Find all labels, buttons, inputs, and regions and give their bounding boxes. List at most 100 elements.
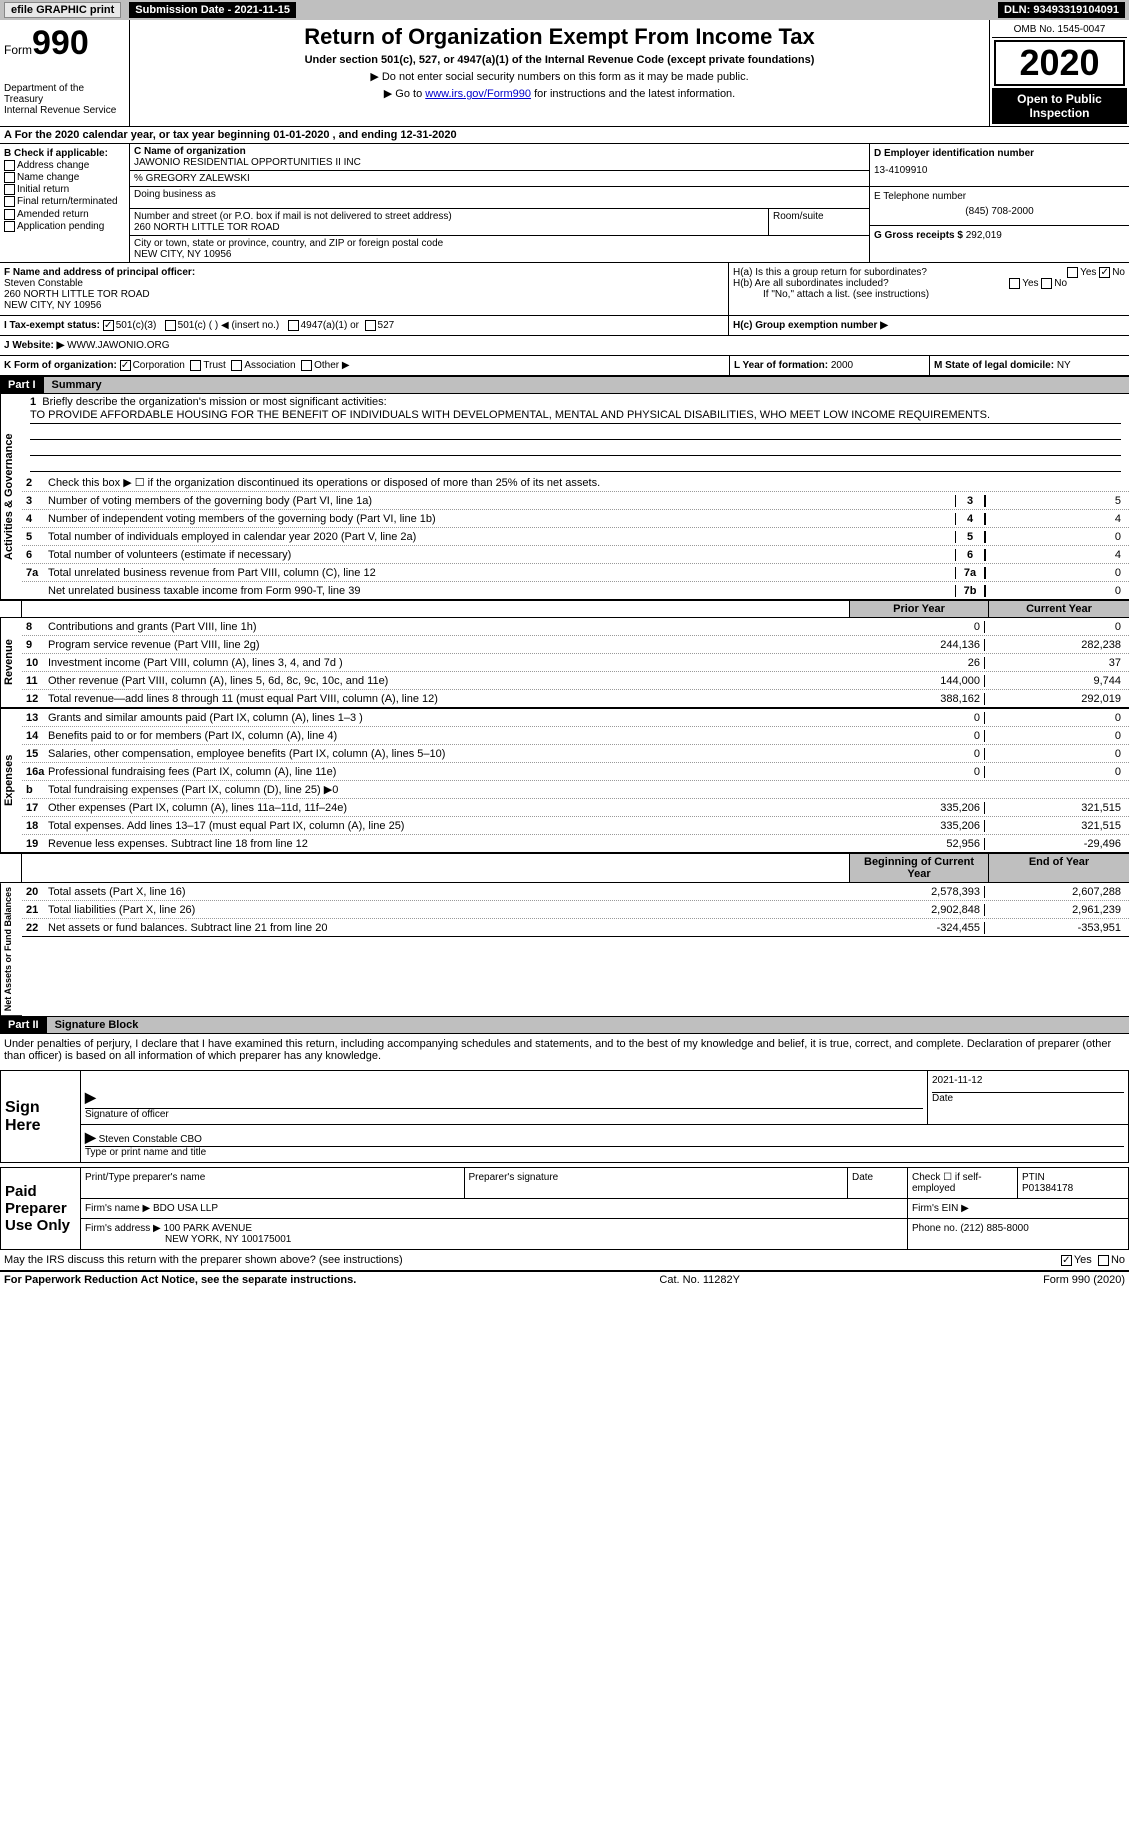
efile-button[interactable]: efile GRAPHIC print (4, 2, 121, 18)
part1-label: Part I (0, 377, 44, 393)
vlabel-rev: Revenue (0, 618, 22, 708)
cb-4947[interactable] (288, 320, 299, 331)
paperwork-notice: For Paperwork Reduction Act Notice, see … (4, 1274, 356, 1286)
ha-no[interactable] (1099, 267, 1110, 278)
cb-initial-return[interactable]: Initial return (4, 184, 125, 195)
h-b: H(b) Are all subordinates included? Yes … (733, 278, 1125, 289)
hb-no[interactable] (1041, 278, 1052, 289)
line-4: 4Number of independent voting members of… (22, 510, 1129, 528)
department: Department of the Treasury Internal Reve… (4, 83, 125, 116)
cb-final-return[interactable]: Final return/terminated (4, 196, 125, 207)
discuss-yes[interactable] (1061, 1255, 1072, 1266)
sig-date: 2021-11-12 (932, 1075, 1124, 1086)
self-employed: Check ☐ if self-employed (908, 1168, 1018, 1198)
block-c: C Name of organization JAWONIO RESIDENTI… (130, 144, 869, 262)
sign-here-label: Sign Here (1, 1071, 81, 1162)
phone-row: E Telephone number (845) 708-2000 (870, 187, 1129, 226)
line-b: bTotal fundraising expenses (Part IX, co… (22, 781, 1129, 799)
paid-preparer-label: Paid Preparer Use Only (1, 1168, 81, 1249)
cb-trust[interactable] (190, 360, 201, 371)
discuss-row: May the IRS discuss this return with the… (0, 1250, 1129, 1271)
cb-application-pending[interactable]: Application pending (4, 221, 125, 232)
part2-title: Signature Block (47, 1017, 1129, 1033)
cb-501c[interactable] (165, 320, 176, 331)
vlabel-gov: Activities & Governance (0, 394, 22, 600)
phone: (845) 708-2000 (874, 202, 1125, 221)
block-h: H(a) Is this a group return for subordin… (729, 263, 1129, 315)
ha-yes[interactable] (1067, 267, 1078, 278)
line-10: 10Investment income (Part VIII, column (… (22, 654, 1129, 672)
line-9: 9Program service revenue (Part VIII, lin… (22, 636, 1129, 654)
arrow-icon: ▶ (85, 1129, 96, 1145)
period-row: A For the 2020 calendar year, or tax yea… (0, 127, 1129, 144)
line-20: 20Total assets (Part X, line 16) 2,578,3… (22, 883, 1129, 901)
line-18: 18Total expenses. Add lines 13–17 (must … (22, 817, 1129, 835)
cb-501c3[interactable] (103, 320, 114, 331)
mission-section: 1 Briefly describe the organization's mi… (22, 394, 1129, 474)
note-link: ▶ Go to www.irs.gov/Form990 for instruct… (134, 87, 985, 100)
discuss-no[interactable] (1098, 1255, 1109, 1266)
line-16a: 16aProfessional fundraising fees (Part I… (22, 763, 1129, 781)
line-17: 17Other expenses (Part IX, column (A), l… (22, 799, 1129, 817)
footer: For Paperwork Reduction Act Notice, see … (0, 1271, 1129, 1288)
block-l: L Year of formation: 2000 (729, 356, 929, 375)
block-j: J Website: ▶ WWW.JAWONIO.ORG (0, 336, 1129, 356)
hb-yes[interactable] (1009, 278, 1020, 289)
note-ssn: ▶ Do not enter social security numbers o… (134, 70, 985, 83)
prep-date: Date (848, 1168, 908, 1198)
line-15: 15Salaries, other compensation, employee… (22, 745, 1129, 763)
revenue: Revenue 8Contributions and grants (Part … (0, 618, 1129, 708)
activities-governance: Activities & Governance 1 Briefly descri… (0, 394, 1129, 600)
room-suite: Room/suite (769, 209, 869, 236)
cb-address-change[interactable]: Address change (4, 160, 125, 171)
irs-link[interactable]: www.irs.gov/Form990 (425, 88, 531, 100)
part2-label: Part II (0, 1017, 47, 1033)
block-f-h: F Name and address of principal officer:… (0, 263, 1129, 316)
org-name-row: C Name of organization JAWONIO RESIDENTI… (130, 144, 869, 171)
tax-year: 2020 (994, 40, 1125, 86)
part1-header: Part I Summary (0, 376, 1129, 394)
rev-header: Prior Year Current Year (0, 600, 1129, 618)
print-preparer-name: Print/Type preparer's name (81, 1168, 465, 1198)
line-11: 11Other revenue (Part VIII, column (A), … (22, 672, 1129, 690)
cb-527[interactable] (365, 320, 376, 331)
block-b: B Check if applicable: Address change Na… (0, 144, 130, 262)
form-ref: Form 990 (2020) (1043, 1274, 1125, 1286)
ein-row: D Employer identification number 13-4109… (870, 144, 1129, 187)
block-k-l-m: K Form of organization: Corporation Trus… (0, 356, 1129, 376)
open-public: Open to Public Inspection (992, 88, 1127, 124)
officer-addr2: NEW CITY, NY 10956 (4, 300, 724, 311)
cb-assoc[interactable] (231, 360, 242, 371)
line-13: 13Grants and similar amounts paid (Part … (22, 709, 1129, 727)
ptin: PTINP01384178 (1018, 1168, 1128, 1198)
ein: 13-4109910 (874, 159, 1125, 182)
cb-other[interactable] (301, 360, 312, 371)
firm-name: Firm's name ▶ BDO USA LLP (81, 1199, 908, 1218)
expenses: Expenses 13Grants and similar amounts pa… (0, 708, 1129, 853)
preparer-signature: Preparer's signature (465, 1168, 849, 1198)
block-k: K Form of organization: Corporation Trus… (0, 356, 729, 375)
h-a: H(a) Is this a group return for subordin… (733, 267, 1125, 278)
top-bar: efile GRAPHIC print Submission Date - 20… (0, 0, 1129, 20)
dln: DLN: 93493319104091 (998, 2, 1125, 18)
submission-date: Submission Date - 2021-11-15 (129, 2, 296, 18)
cb-amended-return[interactable]: Amended return (4, 209, 125, 220)
line-3: 3Number of voting members of the governi… (22, 492, 1129, 510)
block-f: F Name and address of principal officer:… (0, 263, 729, 315)
cb-corp[interactable] (120, 360, 131, 371)
gross-receipts: G Gross receipts $ 292,019 (870, 226, 1129, 245)
line-19: 19Revenue less expenses. Subtract line 1… (22, 835, 1129, 853)
org-name: JAWONIO RESIDENTIAL OPPORTUNITIES II INC (134, 157, 865, 168)
net-header: Beginning of Current Year End of Year (0, 853, 1129, 883)
block-d: D Employer identification number 13-4109… (869, 144, 1129, 262)
line-21: 21Total liabilities (Part X, line 26) 2,… (22, 901, 1129, 919)
declaration: Under penalties of perjury, I declare th… (0, 1034, 1129, 1066)
paid-preparer: Paid Preparer Use Only Print/Type prepar… (0, 1167, 1129, 1250)
form-title: Return of Organization Exempt From Incom… (134, 24, 985, 50)
block-i-hc: I Tax-exempt status: 501(c)(3) 501(c) ( … (0, 316, 1129, 336)
cb-name-change[interactable]: Name change (4, 172, 125, 183)
part1-title: Summary (44, 377, 1129, 393)
mission-text: TO PROVIDE AFFORDABLE HOUSING FOR THE BE… (30, 408, 1121, 424)
omb-number: OMB No. 1545-0047 (992, 22, 1127, 38)
h-c: H(c) Group exemption number ▶ (729, 316, 1129, 335)
